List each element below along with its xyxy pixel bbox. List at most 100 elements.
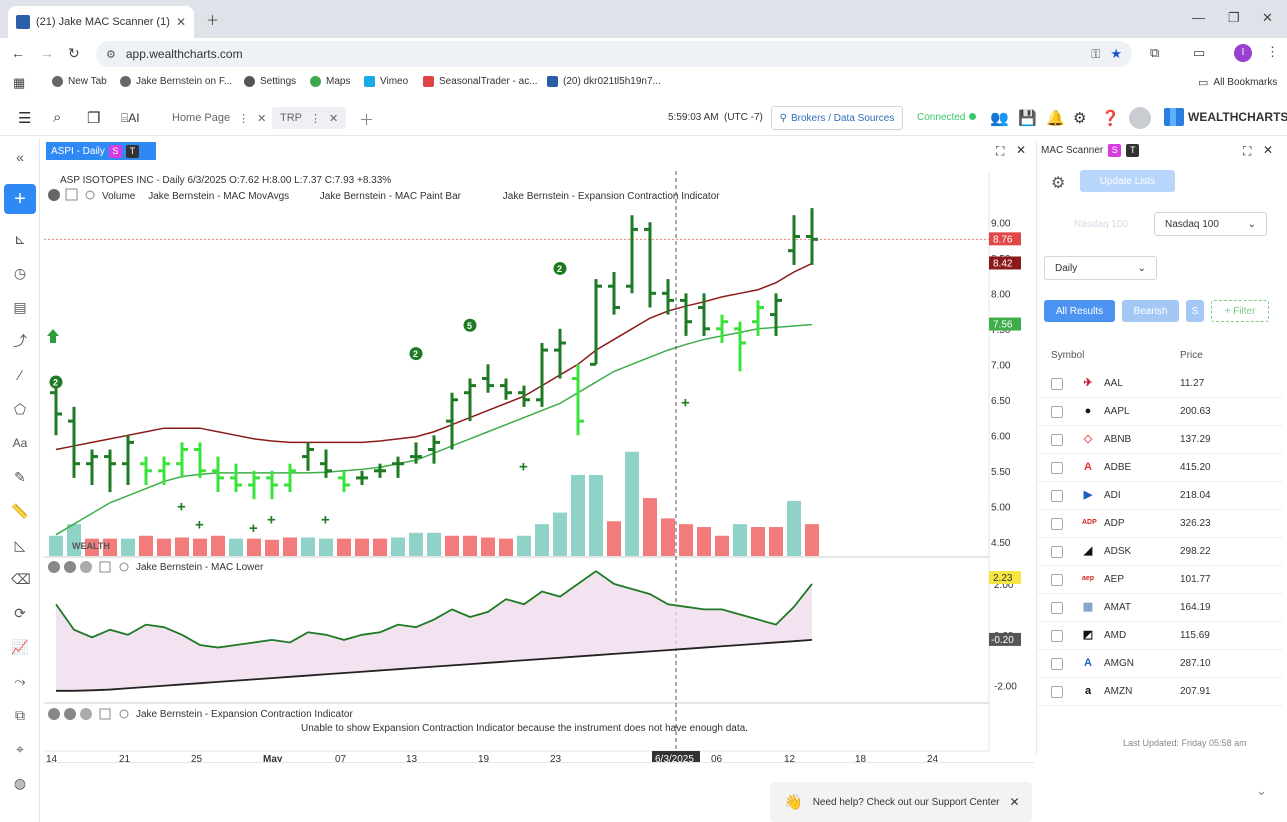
bookmark-seasonal[interactable]: SeasonalTrader - ac... — [423, 76, 538, 87]
users-icon[interactable]: 👥 — [990, 110, 1009, 127]
row-checkbox[interactable] — [1051, 462, 1063, 474]
row-symbol[interactable]: AAL — [1104, 378, 1123, 389]
tab-menu-icon[interactable]: ⋮ — [238, 112, 250, 125]
price-chart[interactable]: ASP ISOTOPES INC - Daily 6/3/2025 O:7.62… — [44, 161, 1034, 775]
tab-close-icon[interactable]: ✕ — [257, 112, 267, 125]
user-avatar[interactable] — [1129, 107, 1151, 129]
t-badge[interactable]: T — [125, 144, 139, 158]
close-icon[interactable]: ✕ — [175, 15, 186, 29]
trend-tool-icon[interactable]: ⤴ — [13, 333, 27, 349]
add-drawing-button[interactable]: + — [4, 184, 36, 214]
password-key-icon[interactable]: ⚿ — [1091, 46, 1101, 61]
row-symbol[interactable]: AAPL — [1104, 406, 1130, 417]
row-symbol[interactable]: AEP — [1104, 574, 1125, 585]
scanner-close-icon[interactable]: ✕ — [1263, 143, 1274, 157]
row-checkbox[interactable] — [1051, 434, 1063, 446]
row-checkbox[interactable] — [1051, 574, 1063, 586]
toast-close-icon[interactable]: ✕ — [1009, 795, 1020, 809]
sync-tool-icon[interactable]: ⟳ — [14, 605, 26, 621]
expand-icon[interactable]: ⛶ — [996, 144, 1005, 158]
ruler-tool-icon[interactable]: 📏 — [11, 503, 29, 519]
gear-icon[interactable]: ⚙ — [1073, 110, 1087, 127]
table-row[interactable]: ✈ AAL 11.27 — [1037, 370, 1283, 398]
table-row[interactable]: ◢ ADSK 298.22 — [1037, 538, 1283, 566]
row-checkbox[interactable] — [1051, 490, 1063, 502]
bookmark-star-icon[interactable]: ★ — [1110, 46, 1122, 61]
row-symbol[interactable]: ABNB — [1104, 434, 1132, 445]
row-checkbox[interactable] — [1051, 378, 1063, 390]
save-icon[interactable]: 💾 — [1018, 110, 1037, 127]
all-bookmarks[interactable]: ▭ All Bookmarks — [1198, 77, 1278, 89]
minimize-icon[interactable]: — — [1192, 10, 1205, 25]
table-row[interactable]: ◩ AMD 115.69 — [1037, 622, 1283, 650]
column-price[interactable]: Price — [1180, 350, 1203, 361]
site-info-icon[interactable]: ⚙ — [106, 48, 116, 61]
bookmark-new-tab[interactable]: New Tab — [52, 76, 107, 87]
row-symbol[interactable]: ADSK — [1104, 546, 1132, 557]
table-row[interactable]: ● AAPL 200.63 — [1037, 398, 1283, 426]
table-row[interactable]: a AMZN 207.91 — [1037, 678, 1283, 706]
bookmark-vimeo[interactable]: Vimeo — [364, 76, 408, 87]
restore-icon[interactable]: ❐ — [1228, 10, 1240, 25]
table-row[interactable]: ▶ ADI 218.04 — [1037, 482, 1283, 510]
forward-icon[interactable]: → — [40, 45, 54, 61]
bookmark-jake[interactable]: Jake Bernstein on F... — [120, 76, 232, 87]
s-badge[interactable]: S — [108, 144, 122, 158]
clock-tool-icon[interactable]: ◷ — [13, 265, 27, 281]
omnibox[interactable]: ⚙ app.wealthcharts.com ⚿ ★ — [96, 41, 1132, 67]
row-symbol[interactable]: AMZN — [1104, 686, 1133, 697]
copy-tool-icon[interactable]: ⧉ — [15, 707, 25, 723]
apps-grid-icon[interactable]: ▦ — [13, 75, 26, 90]
bookmark-twenty[interactable]: (20) dkr021tl5h19n7... — [547, 76, 661, 87]
brokers-button[interactable]: ⚲ Brokers / Data Sources — [771, 106, 903, 130]
bookmark-settings[interactable]: Settings — [244, 76, 296, 87]
help-icon[interactable]: ❓ — [1101, 110, 1120, 127]
timeframe-dropdown[interactable]: Daily ⌄ — [1044, 256, 1157, 280]
calendar-tool-icon[interactable]: ▤ — [13, 299, 27, 315]
shapes-tool-icon[interactable]: ⬠ — [13, 401, 27, 417]
pattern-tool-icon[interactable]: ⤳ — [14, 673, 26, 689]
tab-trp[interactable]: TRP ⋮ ✕ — [272, 107, 347, 129]
tab-close-icon[interactable]: ✕ — [329, 112, 339, 125]
collapse-down-chevron-icon[interactable]: ⌄ — [1256, 783, 1267, 798]
filter-all-results[interactable]: All Results — [1044, 300, 1115, 322]
row-checkbox[interactable] — [1051, 686, 1063, 698]
tab-menu-icon[interactable]: ⋮ — [310, 112, 321, 125]
update-lists-button[interactable]: Update Lists — [1080, 170, 1175, 192]
chart-close-icon[interactable]: ✕ — [1016, 143, 1027, 157]
profile-avatar[interactable]: I — [1234, 44, 1252, 62]
row-checkbox[interactable] — [1051, 658, 1063, 670]
row-checkbox[interactable] — [1051, 518, 1063, 530]
filter-bearish[interactable]: Bearish — [1122, 300, 1179, 322]
t-badge[interactable]: T — [1126, 144, 1140, 157]
hamburger-menu-icon[interactable]: ☰ — [18, 110, 32, 127]
pencil-tool-icon[interactable]: ✎ — [14, 469, 26, 485]
measure-tool-icon[interactable]: ◺ — [14, 537, 26, 553]
menu-kebab-icon[interactable]: ⋮ — [1266, 44, 1279, 59]
row-checkbox[interactable] — [1051, 602, 1063, 614]
extensions-icon[interactable]: ⧉ — [1150, 45, 1160, 60]
list-dropdown[interactable]: Nasdaq 100 ⌄ — [1154, 212, 1267, 236]
cast-icon[interactable]: ▭ — [1193, 45, 1206, 60]
chart-panel[interactable]: ASPI - Daily S T ⛶ ✕ ASP ISOTOPES INC - … — [44, 141, 1034, 765]
window-close-icon[interactable]: ✕ — [1262, 10, 1273, 25]
table-row[interactable]: ADP ADP 326.23 — [1037, 510, 1283, 538]
reload-icon[interactable]: ↻ — [68, 45, 80, 61]
column-symbol[interactable]: Symbol — [1051, 350, 1085, 361]
axis-tool-icon[interactable]: ⊾ — [14, 231, 26, 247]
line-tool-icon[interactable]: ∕ — [18, 367, 22, 383]
row-symbol[interactable]: AMD — [1104, 630, 1127, 641]
ai-icon[interactable]: ⌸AI — [121, 111, 140, 125]
scanner-settings-gear-icon[interactable]: ⚙ — [1051, 175, 1066, 192]
add-filter-button[interactable]: + Filter — [1211, 300, 1269, 322]
row-checkbox[interactable] — [1051, 630, 1063, 642]
expand-icon[interactable]: ⛶ — [1243, 144, 1252, 158]
table-row[interactable]: ▦ AMAT 164.19 — [1037, 594, 1283, 622]
add-tab-icon[interactable]: ＋ — [359, 112, 375, 129]
table-row[interactable]: A ADBE 415.20 — [1037, 454, 1283, 482]
symbol-tag[interactable]: ASPI - Daily S T — [46, 142, 156, 160]
crosshair-tool-icon[interactable]: ⌖ — [16, 741, 24, 757]
search-icon[interactable]: ⌕ — [53, 109, 62, 126]
row-symbol[interactable]: ADP — [1104, 518, 1125, 529]
back-icon[interactable]: ← — [11, 45, 25, 61]
